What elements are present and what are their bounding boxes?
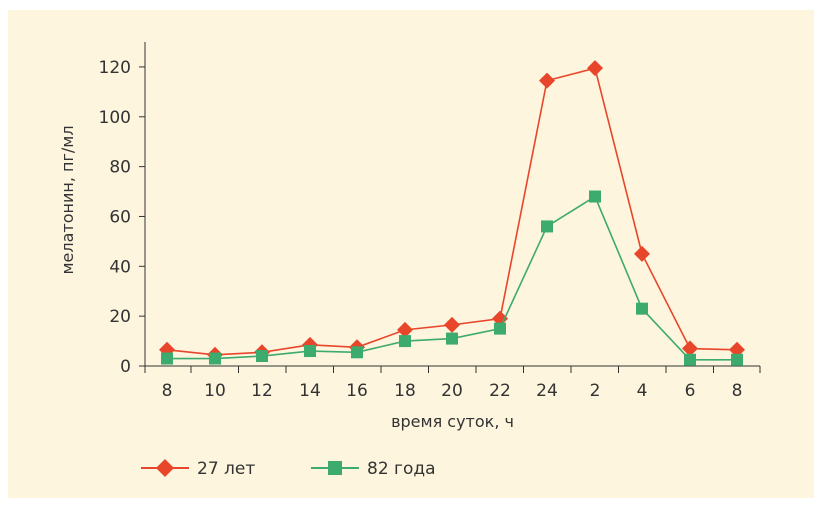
y-tick-label: 0 — [120, 357, 131, 377]
x-tick-label: 6 — [685, 381, 696, 401]
y-tick-label: 20 — [109, 307, 131, 327]
x-tick-label: 8 — [162, 381, 173, 401]
series-layer — [159, 60, 745, 366]
x-tick-label: 20 — [441, 381, 463, 401]
y-tick-label: 40 — [109, 257, 131, 277]
series-82 — [161, 190, 743, 366]
data-point-square — [636, 302, 648, 315]
x-tick-label: 12 — [251, 381, 273, 401]
legend-item-82: 82 года — [311, 459, 436, 479]
data-point-square — [541, 220, 553, 233]
data-point-diamond — [397, 321, 413, 338]
data-point-square — [256, 350, 268, 363]
data-point-diamond — [539, 72, 555, 89]
x-tick-label: 10 — [204, 381, 226, 401]
x-tick-label: 22 — [489, 381, 511, 401]
data-point-square — [446, 332, 458, 345]
legend-label-82: 82 года — [367, 459, 436, 479]
x-ticks: 8 10 12 14 16 18 20 22 24 2 4 6 8 — [144, 366, 761, 401]
x-tick-label: 18 — [394, 381, 416, 401]
y-ticks: 0 20 40 60 80 100 120 — [99, 58, 145, 377]
data-point-diamond — [444, 316, 460, 333]
data-point-square — [494, 322, 506, 335]
y-tick-label: 60 — [109, 207, 131, 227]
x-tick-label: 24 — [536, 381, 558, 401]
legend-square-marker — [328, 461, 342, 475]
data-point-diamond — [634, 245, 650, 262]
x-tick-label: 2 — [590, 381, 601, 401]
x-tick-label: 8 — [732, 381, 743, 401]
legend-label-27: 27 лет — [197, 459, 255, 479]
axes — [144, 42, 760, 367]
data-point-square — [731, 353, 743, 366]
x-tick-label: 16 — [346, 381, 368, 401]
data-point-square — [589, 190, 601, 203]
y-tick-label: 80 — [109, 158, 131, 178]
data-point-diamond — [587, 60, 603, 77]
legend-diamond-marker — [156, 459, 174, 477]
y-tick-label: 100 — [99, 108, 131, 128]
data-point-square — [209, 352, 221, 365]
data-point-square — [399, 335, 411, 348]
y-tick-label: 120 — [99, 58, 131, 78]
legend: 27 лет 82 года — [141, 459, 436, 479]
data-point-square — [684, 353, 696, 366]
data-point-diamond — [682, 340, 698, 357]
x-tick-label: 4 — [637, 381, 648, 401]
legend-item-27: 27 лет — [141, 459, 255, 479]
y-axis-label: мелатонин, пг/мл — [58, 125, 77, 274]
x-tick-label: 14 — [299, 381, 321, 401]
x-axis-label: время суток, ч — [391, 412, 514, 431]
data-point-square — [304, 345, 316, 358]
data-point-square — [161, 352, 173, 365]
data-point-square — [351, 346, 363, 359]
chart-background — [8, 10, 814, 498]
